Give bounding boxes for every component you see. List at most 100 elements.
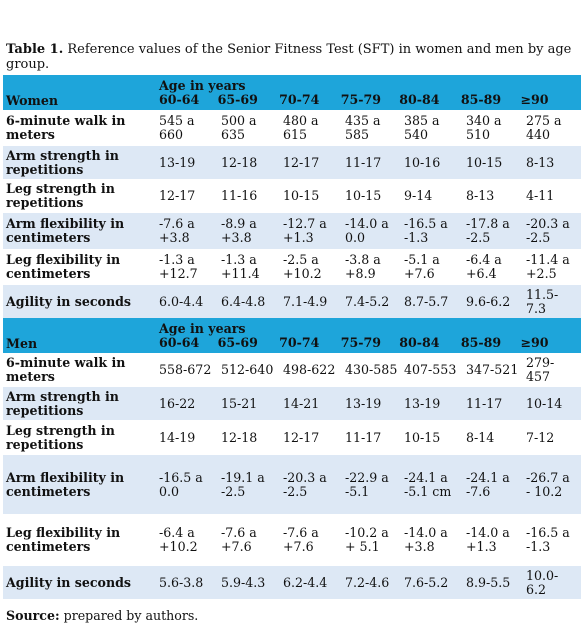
table-cell: -16.5 a 0.0 xyxy=(156,455,218,514)
table-row: Arm strength in repetitions 16-22 15-21 14-… xyxy=(3,387,582,420)
table-cell: -6.4 a +6.4 xyxy=(466,252,502,281)
table-cell: -24.1 a -7.6 xyxy=(463,455,523,514)
table-cell: 13-19 xyxy=(156,146,218,179)
table-cell: 13-19 xyxy=(401,387,463,420)
table-cell: -6.4 a +10.2 xyxy=(159,525,198,554)
table-cell: -19.1 a -2.5 xyxy=(218,455,280,514)
table-cell: -10.2 a + 5.1 xyxy=(345,525,389,554)
table-cell: 5.9-4.3 xyxy=(218,566,280,599)
table-cell: 4-11 xyxy=(526,188,555,203)
age-group-label: 70-74 xyxy=(279,91,320,107)
age-group-label: 75-79 xyxy=(340,334,381,350)
source-text: prepared by authors. xyxy=(59,608,199,623)
table-cell: 480 a 615 xyxy=(283,113,319,142)
age-group-labels: 60-64 65-69 70-74 75-79 80-84 85-89 ≥90 xyxy=(159,334,578,350)
table-cell: 7.4-5.2 xyxy=(342,285,401,318)
table-cell: 10-15 xyxy=(345,188,382,203)
row-label: Leg flexibility in centimeters xyxy=(6,525,121,554)
table-cell: 500 a 635 xyxy=(221,113,257,142)
table-cell: -14.0 a +1.3 xyxy=(466,525,510,554)
row-label: Agility in seconds xyxy=(3,566,156,599)
sft-reference-table: Women Age in years 60-64 65-69 70-74 75-79 80-… xyxy=(3,75,582,599)
table-cell: 11-17 xyxy=(345,429,382,445)
table-row: Leg flexibility in centimeters -6.4 a +10… xyxy=(3,514,581,566)
table-cell: 8-13 xyxy=(523,146,582,179)
table-cell: -17.8 a -2.5 xyxy=(463,213,523,249)
table-cell: 7.2-4.6 xyxy=(342,566,401,599)
table-cell: 347-521 xyxy=(466,362,519,377)
row-label: Leg flexibility in centimeters xyxy=(6,252,121,281)
table-row: Arm flexibility in centimeters -16.5 a 0.… xyxy=(3,455,582,514)
table-cell: -12.7 a +1.3 xyxy=(280,213,342,249)
table-cell: 430-585 xyxy=(345,362,398,377)
table-row: Leg flexibility in centimeters -1.3 a +12… xyxy=(3,249,581,285)
table-cell: 11-17 xyxy=(342,146,401,179)
table-cell: 8.7-5.7 xyxy=(401,285,463,318)
women-age-header: Age in years 60-64 65-69 70-74 75-79 80-84 85-… xyxy=(156,75,582,110)
table-cell: 10.0-6.2 xyxy=(523,566,582,599)
table-cell: 10-15 xyxy=(404,429,441,445)
table-cell: 7.1-4.9 xyxy=(280,285,342,318)
table-cell: -2.5 a +10.2 xyxy=(283,252,322,281)
table-cell: 279-457 xyxy=(526,355,555,384)
table-cell: 275 a 440 xyxy=(526,113,562,142)
age-group-label: 80-84 xyxy=(399,91,440,107)
age-in-years-label: Age in years xyxy=(159,320,246,336)
table-cell: -11.4 a +2.5 xyxy=(526,252,570,281)
row-label: 6-minute walk in meters xyxy=(6,355,126,384)
table-cell: 8.9-5.5 xyxy=(463,566,523,599)
table-cell: 385 a 540 xyxy=(404,113,440,142)
table-cell: -24.1 a -5.1 cm xyxy=(401,455,463,514)
table-cell: 6.2-4.4 xyxy=(280,566,342,599)
table-cell: -16.5 a -1.3 xyxy=(401,213,463,249)
table-row: Leg strength in repetitions 14-19 12-18 12-… xyxy=(3,420,581,455)
source-label: Source: xyxy=(6,608,60,623)
table-row: Arm strength in repetitions 13-19 12-18 12-… xyxy=(3,146,582,179)
age-group-label: 85-89 xyxy=(460,334,502,350)
table-cell: -16.5 a -1.3 xyxy=(526,525,570,554)
age-group-label: 70-74 xyxy=(279,334,320,350)
table-row: Leg strength in repetitions 12-17 11-16 10-… xyxy=(3,179,581,213)
table-cell: 14-19 xyxy=(159,429,196,445)
age-group-label: 60-64 xyxy=(159,91,200,107)
women-header-row: Women Age in years 60-64 65-69 70-74 75-79 80-… xyxy=(3,75,582,110)
table-cell: 407-553 xyxy=(404,362,457,377)
source-note: Source: prepared by authors. xyxy=(6,608,198,623)
table-cell: 12-17 xyxy=(283,429,320,445)
table-cell: -7.6 a +7.6 xyxy=(221,525,257,554)
table-cell: 12-17 xyxy=(280,146,342,179)
row-label: Leg strength in repetitions xyxy=(6,181,115,210)
table-cell: 11-17 xyxy=(463,387,523,420)
row-label: Arm strength in repetitions xyxy=(3,146,156,179)
row-label: Agility in seconds xyxy=(3,285,156,318)
table-cell: 498-622 xyxy=(283,362,336,377)
age-group-label: 65-69 xyxy=(217,91,258,107)
table-row: 6-minute walk in meters 558-672 512-640 498… xyxy=(3,353,581,387)
table-cell: -1.3 a +12.7 xyxy=(159,252,198,281)
age-group-label: 75-79 xyxy=(340,91,381,107)
table-cell: -1.3 a +11.4 xyxy=(221,252,260,281)
table-cell: -7.6 a +7.6 xyxy=(283,525,319,554)
table-cell: 5.6-3.8 xyxy=(156,566,218,599)
table-cell: 10-15 xyxy=(283,188,320,203)
age-group-labels: 60-64 65-69 70-74 75-79 80-84 85-89 ≥90 xyxy=(159,91,578,107)
table-cell: 13-19 xyxy=(342,387,401,420)
table-cell: -5.1 a +7.6 xyxy=(404,252,440,281)
table-cell: 14-21 xyxy=(280,387,342,420)
table-cell: 6.4-4.8 xyxy=(218,285,280,318)
age-group-label: 60-64 xyxy=(159,334,200,350)
table-cell: 11-16 xyxy=(221,188,258,203)
table-row: Arm flexibility in centimeters -7.6 a +3.… xyxy=(3,213,582,249)
age-group-label: 85-89 xyxy=(460,91,502,107)
table-cell: -22.9 a -5.1 xyxy=(342,455,401,514)
row-label: 6-minute walk in meters xyxy=(6,113,126,142)
table-cell: 12-17 xyxy=(159,188,196,203)
table-cell: -20.3 a -2.5 xyxy=(280,455,342,514)
table-cell: -14.0 a 0.0 xyxy=(342,213,401,249)
table-row: Agility in seconds 5.6-3.8 5.9-4.3 6.2-4.4 7… xyxy=(3,566,582,599)
men-header-row: Men Age in years 60-64 65-69 70-74 75-79 80-84… xyxy=(3,318,582,353)
row-label: Arm flexibility in centimeters xyxy=(3,455,156,514)
age-group-label: ≥90 xyxy=(520,91,549,107)
table-cell: 6.0-4.4 xyxy=(156,285,218,318)
row-label: Leg strength in repetitions xyxy=(6,422,115,452)
